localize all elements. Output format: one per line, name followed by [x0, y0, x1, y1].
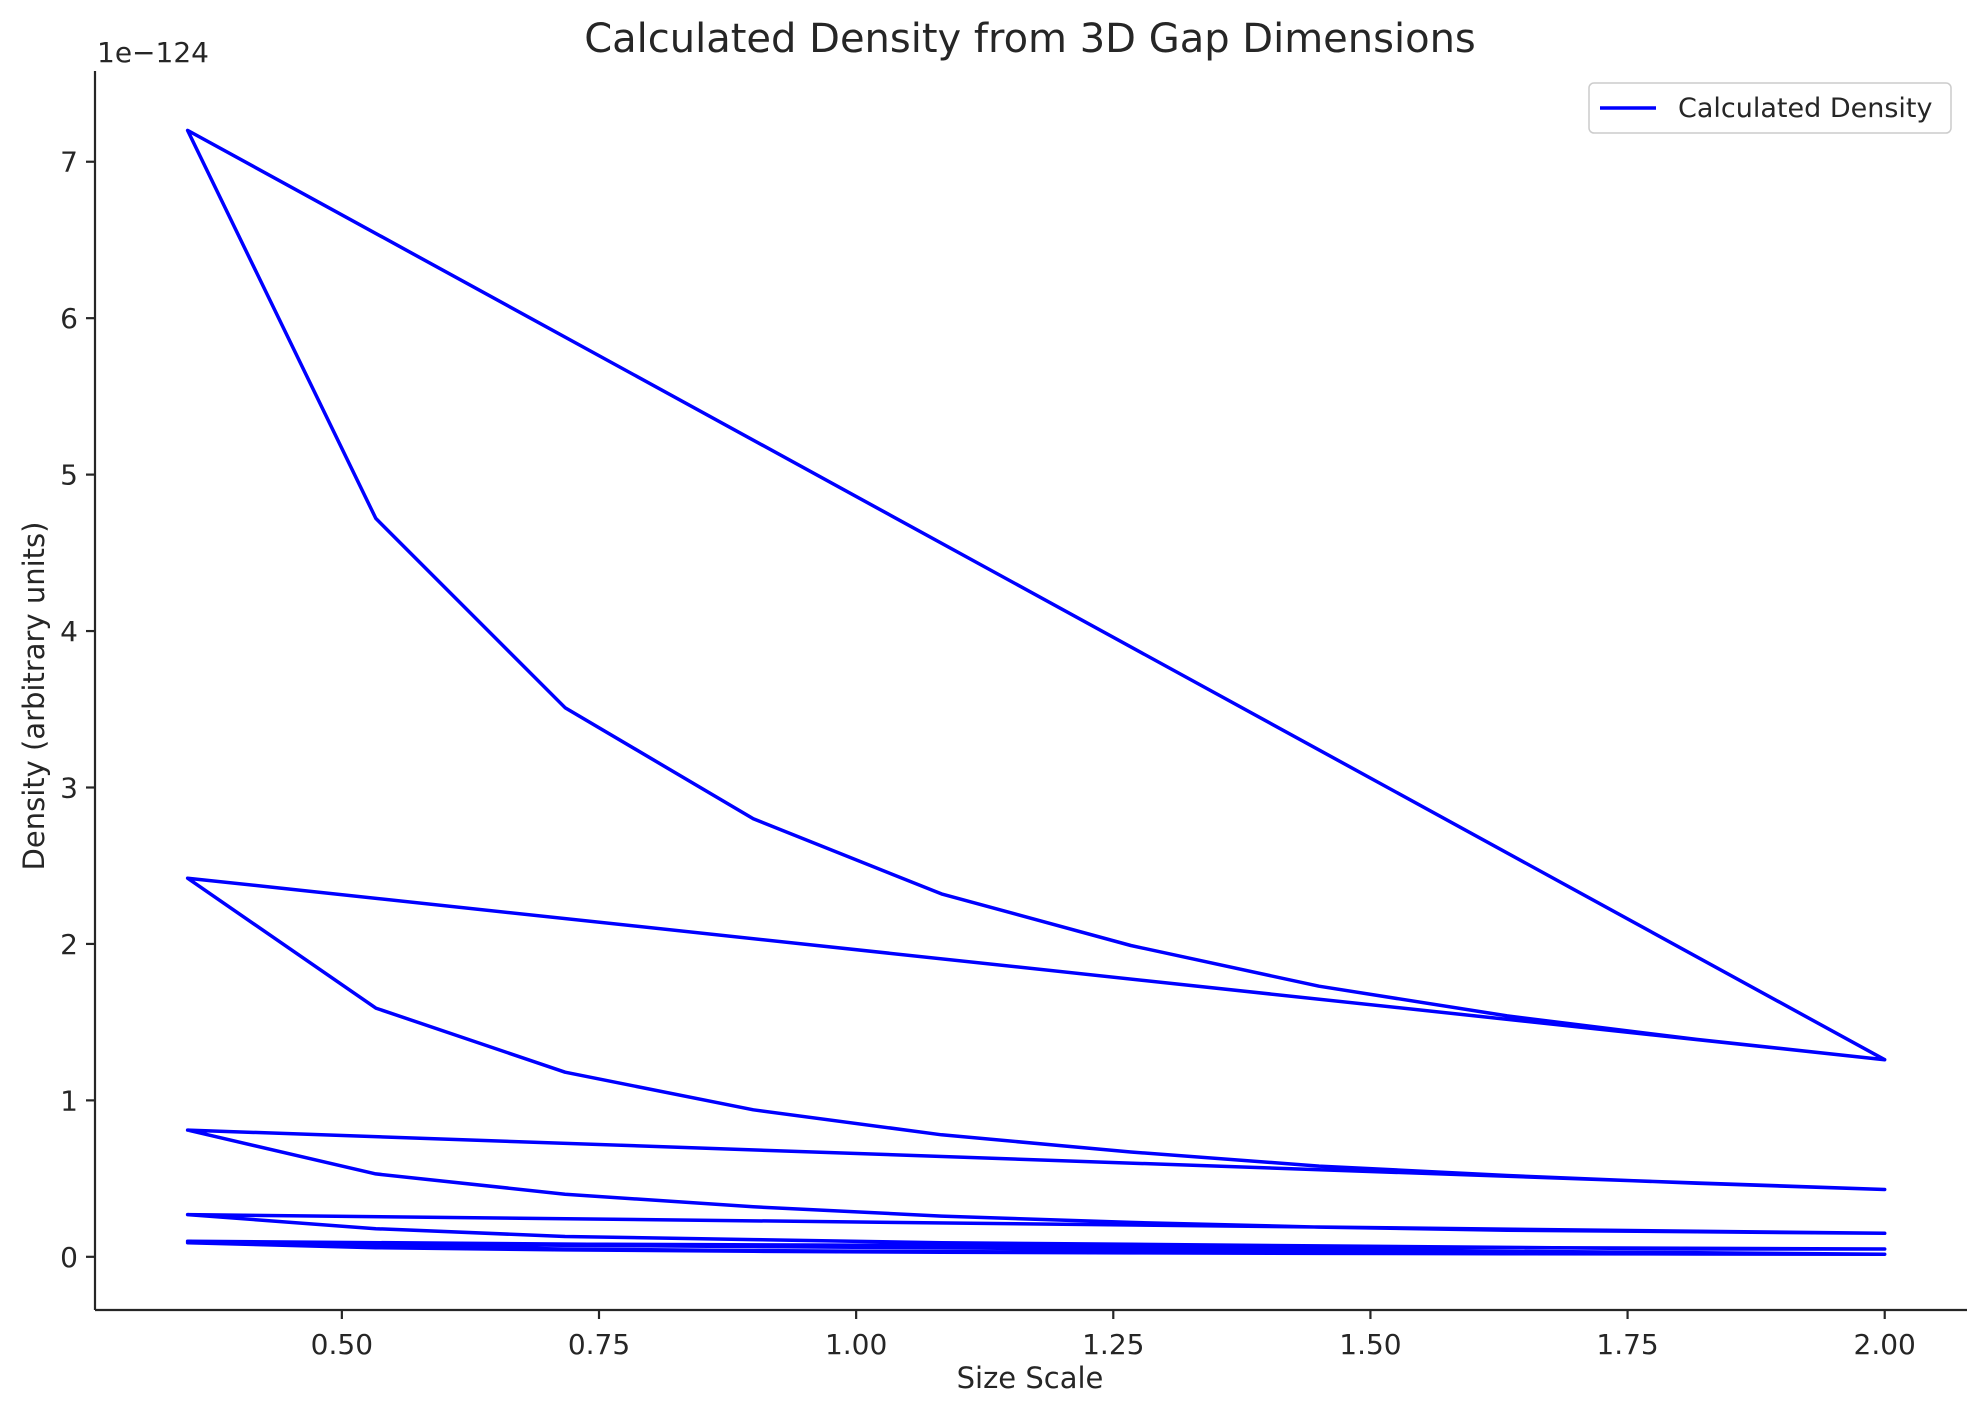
series-layer: [185, 128, 1887, 1257]
legend-label: Calculated Density: [1678, 93, 1932, 124]
y-tick-label: 3: [60, 771, 78, 804]
x-tick-label: 2.00: [1854, 1328, 1916, 1361]
y-tick-label: 4: [60, 615, 78, 648]
chart-title: Calculated Density from 3D Gap Dimension…: [584, 16, 1476, 62]
y-tick-label: 7: [60, 146, 78, 179]
legend: Calculated Density: [1588, 82, 1952, 134]
x-tick-label: 1.25: [1082, 1328, 1144, 1361]
x-axis-label: Size Scale: [957, 1361, 1104, 1395]
y-tick-label: 5: [60, 459, 78, 492]
series-line-calculated-density: [185, 128, 1887, 1257]
y-tick-label: 2: [60, 928, 78, 961]
y-tick-label: 6: [60, 302, 78, 335]
y-axis-label: Density (arbitrary units): [17, 522, 51, 871]
x-tick-label: 1.75: [1596, 1328, 1658, 1361]
axis-ticks: 0.50 0.75 1.00 1.25 1.50 1.75 2.00 0 1 2 3 4 5 6 7: [60, 146, 1916, 1361]
y-tick-label: 0: [60, 1241, 78, 1274]
y-tick-label: 1: [60, 1084, 78, 1117]
y-axis-offset-label: 1e−124: [97, 36, 209, 69]
x-tick-label: 0.50: [311, 1328, 373, 1361]
legend-box: [1588, 82, 1952, 134]
x-tick-label: 1.00: [825, 1328, 887, 1361]
x-tick-label: 1.50: [1339, 1328, 1401, 1361]
x-tick-label: 0.75: [568, 1328, 630, 1361]
